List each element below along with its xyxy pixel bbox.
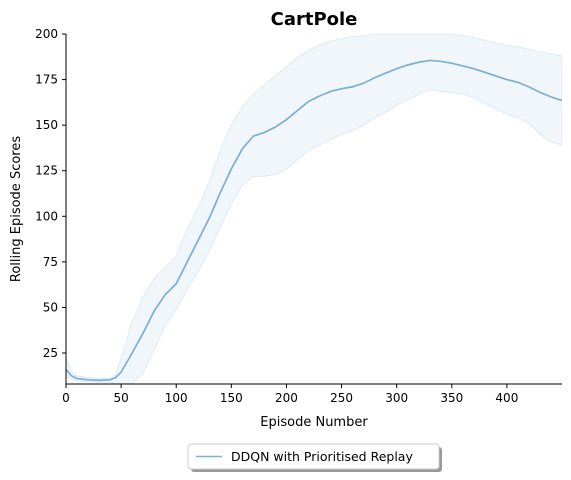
y-tick-label: 175 [35, 73, 58, 87]
series-0-mean-line [66, 59, 562, 382]
y-tick-label: 150 [35, 118, 58, 132]
x-tick-label: 50 [113, 391, 128, 405]
x-tick-label: 100 [165, 391, 188, 405]
y-tick-label: 25 [43, 346, 58, 360]
x-tick-label: 150 [220, 391, 243, 405]
y-tick-label: 125 [35, 164, 58, 178]
x-axis-label: Episode Number [260, 415, 368, 430]
x-tick-label: 350 [440, 391, 463, 405]
legend: DDQN with Prioritised Replay [187, 443, 442, 472]
plot-area [66, 34, 562, 384]
x-tick-label: 250 [330, 391, 353, 405]
y-tick-label: 200 [35, 27, 58, 41]
x-tick-label: 200 [275, 391, 298, 405]
x-axis-ticks: 0 50 100 150 200 250 300 350 400 [62, 384, 518, 405]
legend-entry-label: DDQN with Prioritised Replay [231, 449, 413, 464]
series-0-confidence-band [66, 34, 562, 384]
chart-title: CartPole [271, 9, 358, 30]
y-tick-label: 50 [43, 300, 58, 314]
y-tick-label: 75 [43, 255, 58, 269]
legend-box [187, 443, 440, 470]
y-tick-label: 100 [35, 209, 58, 223]
x-tick-label: 0 [62, 391, 70, 405]
y-axis-ticks: 25 50 75 100 125 150 175 200 [35, 27, 66, 360]
y-axis-label: Rolling Episode Scores [9, 136, 24, 282]
x-tick-label: 300 [385, 391, 408, 405]
x-tick-label: 400 [495, 391, 518, 405]
